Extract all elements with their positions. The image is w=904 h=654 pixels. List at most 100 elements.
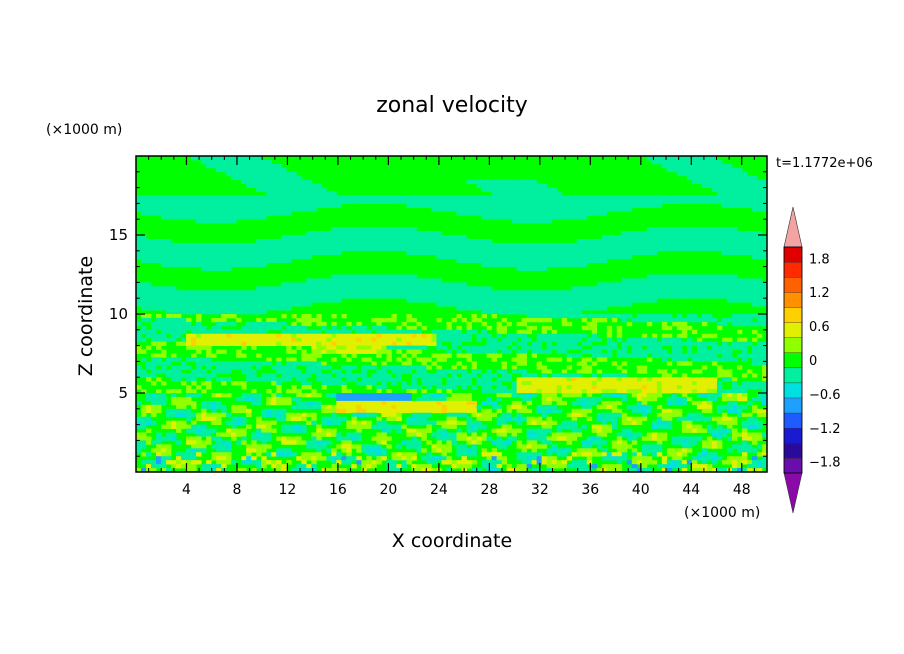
field-cell (266, 337, 272, 343)
field-cell (156, 258, 162, 264)
field-cell (531, 306, 538, 311)
field-cell (536, 365, 543, 370)
field-cell (721, 179, 728, 185)
field-cell (571, 211, 578, 216)
field-cell (736, 195, 743, 200)
field-cell (216, 211, 222, 216)
field-cell (496, 191, 502, 196)
field-cell (721, 377, 728, 382)
field-cell (726, 337, 733, 343)
field-cell (631, 235, 638, 240)
field-cell (431, 432, 437, 437)
field-cell (561, 345, 568, 350)
field-cell (661, 294, 668, 299)
field-cell (656, 412, 663, 418)
field-cell (496, 436, 502, 441)
field-cell (666, 278, 673, 283)
field-cell (356, 290, 362, 295)
field-cell (171, 329, 177, 335)
field-cell (736, 171, 743, 177)
field-cell (386, 345, 392, 350)
field-cell (651, 420, 658, 425)
field-cell (261, 246, 267, 252)
field-cell (146, 377, 152, 382)
field-cell (256, 361, 262, 366)
field-cell (321, 294, 327, 299)
field-cell (761, 298, 767, 303)
field-cell (201, 404, 207, 410)
field-cell (521, 416, 528, 422)
field-cell (441, 302, 447, 307)
field-cell (256, 436, 262, 441)
field-cell (741, 231, 748, 236)
field-cell (436, 317, 442, 323)
field-cell (646, 290, 653, 295)
field-cell (341, 373, 347, 378)
field-cell (451, 203, 457, 208)
field-cell (541, 250, 548, 256)
field-cell (466, 381, 472, 386)
field-cell (601, 314, 608, 319)
field-cell (516, 381, 523, 386)
field-cell (486, 302, 492, 307)
field-cell (196, 361, 202, 366)
field-cell (641, 238, 648, 244)
field-cell (736, 235, 743, 240)
field-cell (451, 298, 457, 303)
field-cell (656, 353, 663, 358)
field-cell (176, 365, 182, 370)
field-cell (696, 159, 703, 165)
field-cell (481, 290, 487, 295)
field-cell (421, 428, 427, 433)
field-cell (521, 310, 528, 315)
field-cell (641, 381, 648, 386)
field-cell (451, 424, 457, 429)
field-cell (486, 389, 492, 394)
field-cell (481, 416, 487, 422)
field-cell (726, 183, 733, 188)
field-cell (351, 227, 357, 232)
field-cell (446, 436, 452, 441)
field-cell (551, 381, 558, 386)
field-cell (606, 203, 613, 208)
field-cell (761, 242, 767, 248)
field-cell (716, 278, 723, 283)
field-cell (716, 385, 723, 390)
field-cell (736, 329, 743, 335)
field-cell (551, 302, 558, 307)
field-cell (171, 250, 177, 256)
field-cell (576, 412, 583, 418)
field-cell (186, 341, 192, 346)
field-cell (261, 436, 267, 441)
field-cell (716, 282, 723, 287)
field-cell (651, 424, 658, 429)
field-cell (481, 294, 487, 299)
field-cell (221, 317, 227, 323)
field-cell (366, 246, 372, 252)
field-cell (326, 408, 332, 414)
field-cell (606, 349, 613, 354)
field-cell (446, 321, 452, 327)
field-cell (626, 314, 633, 319)
field-cell (266, 321, 272, 327)
field-cell (196, 211, 202, 216)
field-cell (311, 183, 317, 188)
field-cell (286, 302, 292, 307)
field-cell (696, 246, 703, 252)
field-cell (241, 163, 247, 169)
field-cell (351, 282, 357, 287)
field-cell (196, 199, 202, 204)
field-cell (156, 242, 162, 248)
field-cell (436, 254, 442, 260)
field-cell (201, 325, 207, 331)
field-cell (486, 298, 492, 303)
field-cell (136, 250, 142, 256)
field-cell (646, 345, 653, 350)
field-cell (291, 191, 297, 196)
field-cell (446, 242, 452, 248)
field-cell (411, 195, 417, 200)
field-cell (376, 337, 382, 343)
field-cell (516, 266, 523, 271)
field-cell (201, 440, 207, 445)
field-cell (361, 365, 367, 370)
